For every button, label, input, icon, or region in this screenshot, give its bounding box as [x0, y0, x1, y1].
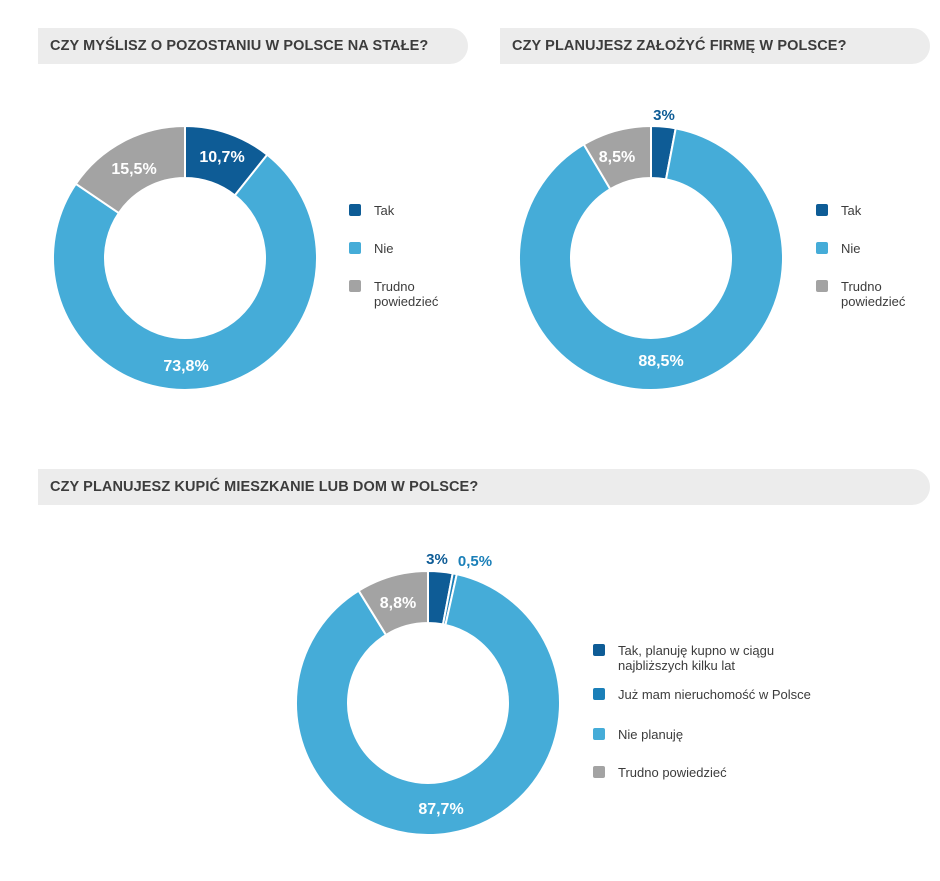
chart-1-value-label-1: 10,7% — [199, 149, 244, 166]
chart-1-title: CZY MYŚLISZ O POZOSTANIU W POLSCE NA STA… — [38, 28, 468, 64]
chart-1-legend-label-3: Trudno powiedzieć — [374, 279, 439, 309]
chart-3-legend-label-2: Już mam nieruchomość w Polsce — [618, 687, 811, 702]
chart-2-legend-swatch-2 — [816, 242, 828, 254]
chart-3-legend-swatch-2 — [593, 688, 605, 700]
chart-1-legend-swatch-1 — [349, 204, 361, 216]
chart-3-legend-label-1: Tak, planuję kupno w ciągu najbliższych k… — [618, 643, 774, 673]
chart-2-value-label-1: 3% — [653, 107, 675, 124]
chart-1-slice-3 — [74, 124, 186, 215]
chart-2-value-label-3: 8,5% — [599, 149, 635, 166]
chart-2-legend-label-1: Tak — [841, 203, 862, 218]
chart-1-legend-label-2: Nie — [374, 241, 394, 256]
chart-1-value-label-2: 73,8% — [163, 358, 208, 375]
chart-1-legend-label-1: Tak — [374, 203, 395, 218]
chart-1-value-label-3: 15,5% — [111, 161, 156, 178]
chart-1-legend-swatch-2 — [349, 242, 361, 254]
chart-2-value-label-2: 88,5% — [638, 353, 683, 370]
chart-3-slice-4 — [357, 569, 429, 637]
chart-1-legend-swatch-3 — [349, 280, 361, 292]
chart-3-value-label-2: 0,5% — [458, 553, 492, 570]
chart-3-legend-label-4: Trudno powiedzieć — [618, 765, 727, 780]
chart-3-value-label-3: 87,7% — [418, 801, 463, 818]
chart-2-legend-swatch-3 — [816, 280, 828, 292]
chart-3-legend-swatch-1 — [593, 644, 605, 656]
chart-3-legend-swatch-4 — [593, 766, 605, 778]
chart-3-value-label-4: 8,8% — [380, 595, 416, 612]
chart-2-legend-label-3: Trudno powiedzieć — [841, 279, 906, 309]
chart-1-slice-2 — [52, 153, 318, 391]
chart-2-slice-2 — [518, 127, 784, 391]
chart-3-legend-label-3: Nie planuję — [618, 727, 683, 742]
chart-3-legend-swatch-3 — [593, 728, 605, 740]
chart-3-value-label-1: 3% — [426, 551, 448, 568]
chart-2-title: CZY PLANUJESZ ZAŁOŻYĆ FIRMĘ W POLSCE? — [500, 28, 930, 64]
chart-2-slice-3 — [582, 124, 652, 191]
chart-2-legend-label-2: Nie — [841, 241, 861, 256]
chart-2-legend-swatch-1 — [816, 204, 828, 216]
chart-3-slice-3 — [295, 572, 561, 836]
chart-3-title: CZY PLANUJESZ KUPIĆ MIESZKANIE LUB DOM W… — [38, 469, 930, 505]
